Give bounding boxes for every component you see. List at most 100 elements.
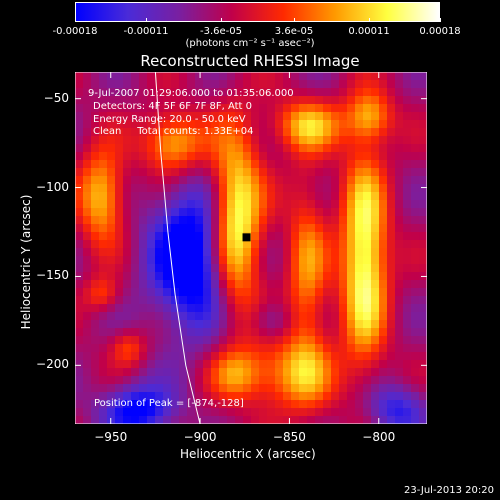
heatmap-cell (347, 408, 356, 417)
heatmap-cell (395, 320, 404, 329)
heatmap-cell (387, 144, 396, 153)
heatmap-cell (107, 208, 116, 217)
heatmap-cell (187, 96, 196, 105)
heatmap-cell (99, 288, 108, 297)
heatmap-cell (115, 224, 124, 233)
heatmap-cell (403, 160, 412, 169)
heatmap-cell (331, 160, 340, 169)
heatmap-cell (331, 296, 340, 305)
heatmap-cell (267, 368, 276, 377)
heatmap-cell (243, 256, 252, 265)
heatmap-cell (371, 328, 380, 337)
heatmap-cell (179, 96, 188, 105)
heatmap-cell (243, 400, 252, 409)
heatmap-cell (379, 352, 388, 361)
heatmap-cell (147, 136, 156, 145)
heatmap-cell (203, 368, 212, 377)
heatmap-cell (315, 248, 324, 257)
heatmap-cell (347, 160, 356, 169)
heatmap-cell (227, 184, 236, 193)
heatmap-cell (403, 296, 412, 305)
heatmap-cell (315, 88, 324, 97)
heatmap-cell (147, 384, 156, 393)
heatmap-cell (307, 160, 316, 169)
heatmap-cell (379, 176, 388, 185)
heatmap-cell (307, 376, 316, 385)
heatmap-cell (331, 192, 340, 201)
heatmap-cell (243, 80, 252, 89)
heatmap-cell (211, 280, 220, 289)
heatmap-cell (403, 216, 412, 225)
heatmap-cell (147, 72, 156, 81)
heatmap-cell (195, 344, 204, 353)
heatmap-cell (411, 72, 420, 81)
heatmap-cell (179, 360, 188, 369)
heatmap-cell (171, 72, 180, 81)
heatmap-cell (355, 320, 364, 329)
heatmap-cell (123, 304, 132, 313)
heatmap-cell (419, 352, 427, 361)
heatmap-cell (75, 192, 84, 201)
heatmap-cell (115, 392, 124, 401)
heatmap-cell (291, 200, 300, 209)
heatmap-cell (211, 288, 220, 297)
heatmap-cell (163, 72, 172, 81)
heatmap-cell (283, 264, 292, 273)
heatmap-cell (323, 144, 332, 153)
heatmap-cell (219, 192, 228, 201)
heatmap-cell (91, 80, 100, 89)
heatmap-cell (147, 112, 156, 121)
heatmap-cell (267, 400, 276, 409)
heatmap-cell (387, 72, 396, 81)
heatmap-cell (203, 88, 212, 97)
heatmap-cell (123, 232, 132, 241)
heatmap-cell (107, 304, 116, 313)
heatmap-cell (323, 224, 332, 233)
heatmap-cell (315, 144, 324, 153)
heatmap-cell (259, 144, 268, 153)
heatmap-cell (355, 312, 364, 321)
heatmap-cell (251, 200, 260, 209)
heatmap-cell (243, 328, 252, 337)
heatmap-cell (131, 112, 140, 121)
heatmap-cell (187, 320, 196, 329)
heatmap-cell (323, 296, 332, 305)
heatmap-cell (243, 160, 252, 169)
heatmap-cell (75, 96, 84, 105)
heatmap-cell (75, 368, 84, 377)
heatmap-cell (299, 328, 308, 337)
heatmap-cell (155, 256, 164, 265)
heatmap-cell (187, 112, 196, 121)
heatmap-cell (107, 352, 116, 361)
heatmap-cell (75, 256, 84, 265)
heatmap-cell (211, 264, 220, 273)
heatmap-cell (243, 248, 252, 257)
heatmap-cell (131, 296, 140, 305)
heatmap-cell (195, 144, 204, 153)
heatmap-cell (315, 376, 324, 385)
heatmap-cell (339, 376, 348, 385)
heatmap-cell (123, 376, 132, 385)
heatmap-cell (83, 344, 92, 353)
heatmap-cell (75, 328, 84, 337)
heatmap-cell (179, 240, 188, 249)
heatmap-cell (139, 152, 148, 161)
heatmap-cell (283, 224, 292, 233)
heatmap-cell (131, 328, 140, 337)
heatmap-cell (227, 128, 236, 137)
heatmap-cell (243, 360, 252, 369)
heatmap-cell (339, 160, 348, 169)
heatmap-cell (387, 96, 396, 105)
heatmap-cell (187, 400, 196, 409)
heatmap-cell (155, 136, 164, 145)
heatmap-cell (331, 328, 340, 337)
heatmap-cell (147, 288, 156, 297)
heatmap-cell (83, 216, 92, 225)
heatmap-cell (339, 296, 348, 305)
heatmap-cell (291, 248, 300, 257)
heatmap-cell (155, 320, 164, 329)
heatmap-cell (243, 392, 252, 401)
heatmap-cell (291, 120, 300, 129)
heatmap-cell (419, 136, 427, 145)
heatmap-cell (235, 336, 244, 345)
